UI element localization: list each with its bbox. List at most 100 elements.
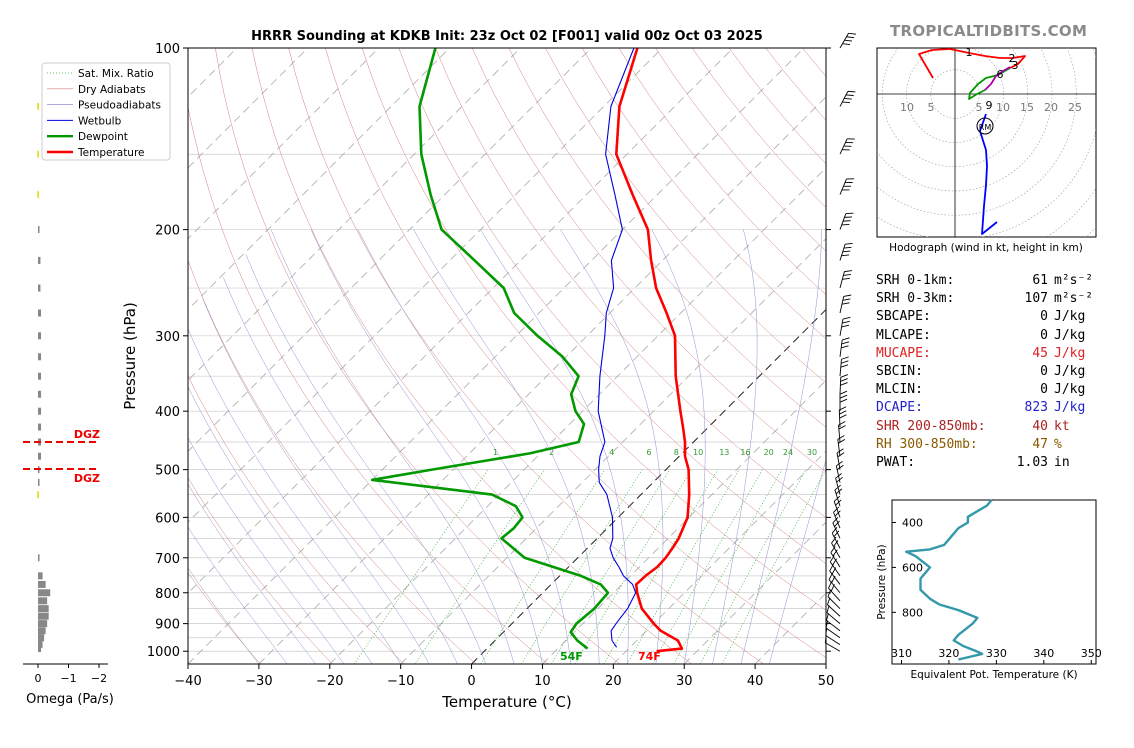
wind-barbs xyxy=(824,32,857,652)
omega-bar xyxy=(38,612,49,620)
hodograph-ring-label: 20 xyxy=(1044,101,1058,114)
mixing-ratio-line xyxy=(354,469,489,664)
mixing-ratio-label: 36 xyxy=(827,448,837,457)
x-tick-label: −30 xyxy=(245,674,272,689)
mixing-ratio-label: 4 xyxy=(609,448,614,457)
dgz-label: DGZ xyxy=(74,428,100,441)
skewt-plot-area: 1 2 4 6 8 10 13 16 20 24 30 36 xyxy=(188,48,837,664)
wind-barb xyxy=(839,316,851,336)
pseudoadiabat xyxy=(188,567,260,664)
stat-unit: kt xyxy=(1054,418,1070,434)
stat-row: MLCIN: 0 J/kg xyxy=(876,381,1093,399)
x-axis-label: Temperature (°C) xyxy=(441,693,571,711)
wind-barb xyxy=(839,337,850,357)
omega-bar xyxy=(38,353,42,361)
mixing-ratio-line xyxy=(521,469,643,664)
hodograph-area: 10 5 5 10 15 20 25 1 236 9 RM xyxy=(877,48,1096,237)
hodograph-height-label: 6 xyxy=(997,68,1004,81)
stat-label: SHR 200-850mb: xyxy=(876,418,986,434)
stat-label: SBCIN: xyxy=(876,364,923,380)
pseudoadiabat xyxy=(245,254,486,664)
x-tick-label: −40 xyxy=(174,674,201,689)
dry-adiabat xyxy=(288,48,764,664)
mixing-ratio-label: 2 xyxy=(549,448,554,457)
stat-value: 61 xyxy=(1032,273,1048,288)
legend-label: Dry Adiabats xyxy=(78,84,146,96)
stat-value: 0 xyxy=(1040,309,1048,325)
hodograph-ring-label: 15 xyxy=(1020,101,1034,114)
dry-adiabat xyxy=(435,48,826,518)
stat-unit: m²s⁻² xyxy=(1054,273,1094,288)
wind-barb xyxy=(839,356,849,377)
legend-label: Pseudoadiabats xyxy=(78,100,161,112)
omega-bar xyxy=(38,309,42,317)
wind-barb xyxy=(826,612,841,632)
theta-e-x-tick-label: 350 xyxy=(1081,647,1102,660)
mixing-ratio-label: 24 xyxy=(783,448,793,457)
y-tick-label: 1000 xyxy=(147,645,180,660)
omega-bar xyxy=(38,641,43,649)
theta-e-y-tick-label: 400 xyxy=(902,516,923,529)
x-tick-label: −10 xyxy=(387,674,414,689)
storm-motion-marker xyxy=(976,117,994,135)
x-tick-label: 50 xyxy=(818,674,835,689)
isotherm-line xyxy=(542,379,826,664)
wind-barb xyxy=(835,473,843,495)
wind-barb xyxy=(833,506,841,529)
mixing-ratio-label: 1 xyxy=(493,448,498,457)
profile-dewpoint xyxy=(370,48,610,650)
pseudoadiabat xyxy=(188,483,316,664)
omega-bar xyxy=(38,627,46,635)
pseudoadiabat xyxy=(413,229,600,664)
omega-bar xyxy=(38,284,41,292)
wind-barb xyxy=(826,605,841,624)
omega-bar xyxy=(38,407,42,415)
stat-label: MLCAPE: xyxy=(876,327,931,343)
isotherm-line xyxy=(188,48,805,664)
omega-bar xyxy=(38,390,42,398)
stat-row: PWAT: 1.03 in xyxy=(876,454,1093,472)
wind-barb xyxy=(839,178,855,195)
stat-unit: J/kg xyxy=(1054,400,1086,416)
stat-unit: J/kg xyxy=(1054,345,1086,361)
hodograph: 10 5 5 10 15 20 25 1 236 9 RM xyxy=(876,47,1097,238)
wind-barb xyxy=(839,90,856,107)
omega-tick-label: 0 xyxy=(35,672,42,685)
stat-row: SRH 0-1km: 61 m²s⁻² xyxy=(876,272,1093,290)
stat-row: SBCAPE: 0 J/kg xyxy=(876,308,1093,326)
x-tick-label: 10 xyxy=(534,674,551,689)
omega-tick-label: −1 xyxy=(60,672,76,685)
pseudoadiabat xyxy=(223,277,458,664)
mixing-ratio-line xyxy=(699,469,807,664)
stat-label: SRH 0-3km: xyxy=(876,291,955,307)
stat-row: DCAPE: 823 J/kg xyxy=(876,399,1093,417)
dry-adiabat xyxy=(188,259,477,664)
hodograph-ring-label: 5 xyxy=(976,101,983,114)
stats-panel: SRH 0-1km: 61 m²s⁻² SRH 0-3km: 107 m²s⁻² SBCAP… xyxy=(876,272,1093,472)
wind-barb xyxy=(839,243,853,261)
legend-label: Temperature xyxy=(77,147,145,159)
stat-row: SRH 0-3km: 107 m²s⁻² xyxy=(876,290,1093,308)
mixing-ratio-label: 16 xyxy=(740,448,750,457)
dry-adiabat xyxy=(215,48,621,664)
omega-bar xyxy=(38,645,42,653)
hodograph-frame xyxy=(876,47,1097,238)
dry-adiabat xyxy=(188,572,261,664)
stat-value: 0 xyxy=(1040,364,1048,380)
wind-barb xyxy=(834,484,843,507)
pseudoadiabat xyxy=(188,328,401,664)
y-tick-label: 900 xyxy=(155,618,180,633)
hodograph-caption: Hodograph (wind in kt, height in km) xyxy=(889,242,1083,254)
wind-barb xyxy=(836,448,845,470)
stat-label: RH 300-850mb: xyxy=(876,436,978,452)
wind-barb xyxy=(839,270,853,289)
omega-bar xyxy=(38,634,45,642)
y-tick-label: 100 xyxy=(155,42,180,57)
omega-bar xyxy=(38,256,41,264)
theta-e-x-axis-label: Equivalent Pot. Temperature (K) xyxy=(910,669,1077,681)
wind-barb xyxy=(839,374,849,395)
omega-axis-label: Omega (Pa/s) xyxy=(26,692,114,707)
theta-e-x-tick-label: 330 xyxy=(986,647,1007,660)
surface-temperature-label: 74F xyxy=(638,650,661,663)
omega-bar xyxy=(38,423,42,431)
